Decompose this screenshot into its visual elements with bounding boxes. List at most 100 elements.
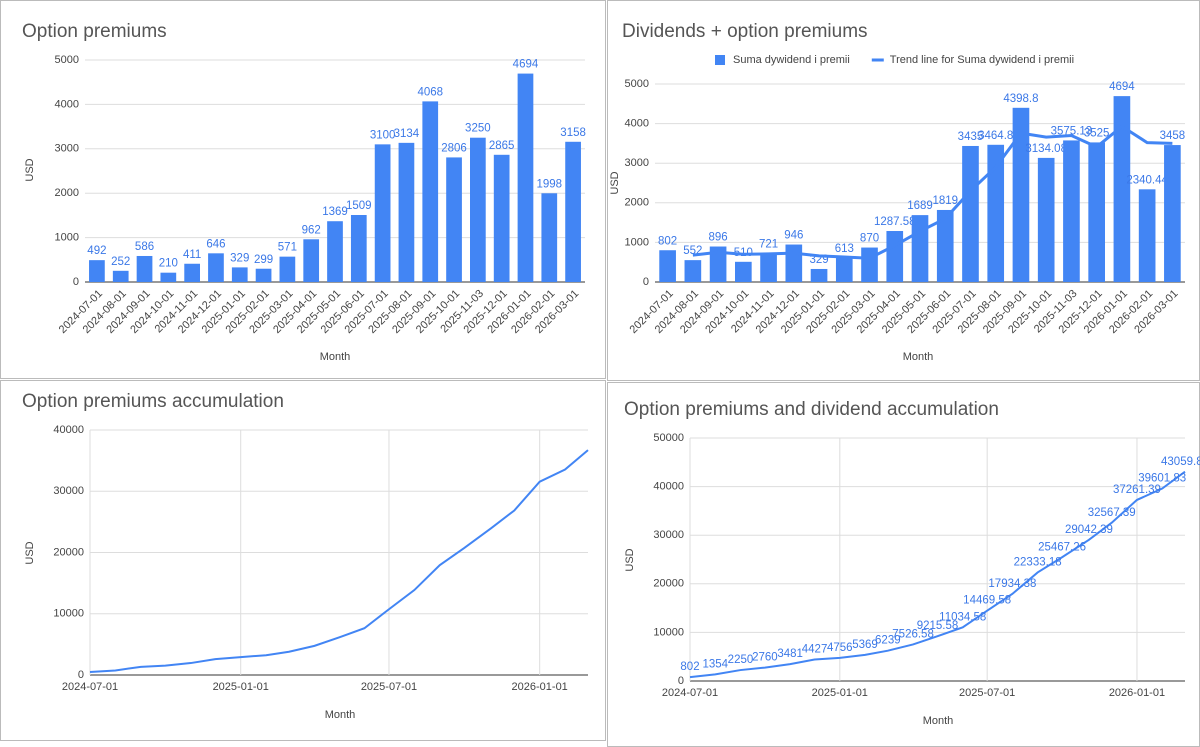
- y-tick-label: 5000: [55, 54, 79, 66]
- bar: [911, 215, 929, 282]
- data-label: 4398.8: [1003, 93, 1038, 105]
- x-tick-label: 2025-01-01: [213, 681, 269, 693]
- bar: [184, 263, 200, 282]
- x-axis-label: Month: [320, 351, 351, 363]
- data-label: 329: [230, 252, 249, 264]
- bar: [303, 239, 320, 282]
- data-label: 802: [658, 235, 677, 247]
- line: [689, 470, 1186, 679]
- data-label: 3134.08: [1025, 143, 1067, 155]
- bar: [565, 141, 581, 282]
- bar: [89, 260, 105, 282]
- y-tick-label: 0: [678, 675, 684, 687]
- data-label: 2760: [752, 652, 778, 664]
- data-label: 9215.58: [917, 620, 959, 632]
- data-label: 3435: [958, 131, 984, 143]
- bar: [541, 193, 558, 282]
- bar: [327, 221, 343, 282]
- data-label: 1354: [702, 658, 728, 670]
- bar: [422, 101, 439, 282]
- data-label: 3481: [777, 648, 803, 660]
- bar: [446, 157, 462, 282]
- data-label: 5369: [852, 639, 878, 651]
- bar: [112, 270, 129, 282]
- bar: [160, 272, 177, 282]
- y-tick-label: 30000: [653, 529, 684, 541]
- y-tick-label: 0: [73, 276, 79, 288]
- panel: [0, 380, 606, 741]
- y-tick-label: 20000: [53, 546, 84, 558]
- y-axis-label: USD: [24, 541, 36, 564]
- data-label: 2250: [728, 654, 754, 666]
- data-label: 613: [835, 243, 854, 255]
- data-label: 299: [254, 254, 273, 266]
- data-label: 3158: [560, 127, 586, 139]
- y-tick-label: 5000: [625, 78, 649, 90]
- bar: [493, 154, 510, 282]
- data-label: 22333.18: [1014, 556, 1062, 568]
- data-label: 29042.39: [1065, 524, 1113, 536]
- bar: [255, 268, 272, 282]
- panel: [607, 382, 1200, 747]
- data-label: 43059.83: [1161, 456, 1200, 468]
- y-tick-label: 10000: [653, 626, 684, 638]
- bar: [1088, 142, 1105, 282]
- y-tick-label: 10000: [53, 608, 84, 620]
- data-label: 962: [302, 224, 321, 236]
- data-label: 4694: [513, 59, 539, 71]
- chart-title: Dividends + option premiums: [622, 21, 868, 42]
- trend-line: [692, 124, 1173, 260]
- y-tick-label: 0: [643, 276, 649, 288]
- y-axis-label: USD: [24, 158, 36, 181]
- y-tick-label: 50000: [653, 432, 684, 444]
- data-label: 37261.39: [1113, 484, 1161, 496]
- bar: [517, 73, 534, 283]
- data-label: 870: [860, 233, 879, 245]
- x-axis-label: Month: [923, 715, 954, 727]
- y-tick-label: 40000: [653, 481, 684, 493]
- bar: [810, 268, 828, 282]
- data-label: 3250: [465, 123, 491, 135]
- data-label: 3100: [370, 129, 396, 141]
- bar: [886, 231, 904, 282]
- data-label: 6239: [875, 635, 901, 647]
- chart-title: Option premiums accumulation: [22, 391, 284, 412]
- chart-title: Option premiums and dividend accumulatio…: [624, 399, 999, 420]
- bar: [1138, 189, 1156, 282]
- bar: [208, 253, 224, 282]
- y-tick-label: 40000: [53, 424, 84, 436]
- y-tick-label: 1000: [625, 236, 649, 248]
- data-label: 802: [680, 661, 699, 673]
- x-tick-label: 2026-01-01: [1109, 687, 1165, 699]
- bar: [861, 247, 878, 282]
- bar: [659, 250, 676, 282]
- y-tick-label: 3000: [55, 143, 79, 155]
- data-label: 586: [135, 241, 154, 253]
- legend-swatch: [715, 55, 725, 65]
- data-label: 17934.38: [988, 578, 1036, 590]
- bar: [1164, 145, 1181, 282]
- data-label: 210: [159, 258, 178, 270]
- data-label: 3464.8: [978, 130, 1013, 142]
- data-label: 4068: [417, 86, 443, 98]
- data-label: 25467.26: [1038, 541, 1086, 553]
- data-label: 1509: [346, 200, 372, 212]
- data-label: 11034.58: [939, 611, 986, 623]
- bar: [470, 137, 486, 282]
- y-axis-label: USD: [624, 548, 636, 571]
- y-tick-label: 4000: [625, 118, 649, 130]
- bar: [374, 144, 391, 282]
- data-label: 4694: [1109, 81, 1135, 93]
- legend-label: Trend line for Suma dywidend i premii: [890, 54, 1074, 66]
- bar: [987, 144, 1005, 282]
- data-label: 2340.44: [1126, 174, 1168, 186]
- bar: [350, 215, 367, 282]
- data-label: 646: [206, 238, 225, 250]
- data-label: 4756: [827, 642, 853, 654]
- bar: [785, 244, 803, 282]
- bar: [962, 145, 979, 282]
- bar: [279, 256, 296, 282]
- y-tick-label: 1000: [55, 232, 79, 244]
- data-label: 1369: [322, 206, 348, 218]
